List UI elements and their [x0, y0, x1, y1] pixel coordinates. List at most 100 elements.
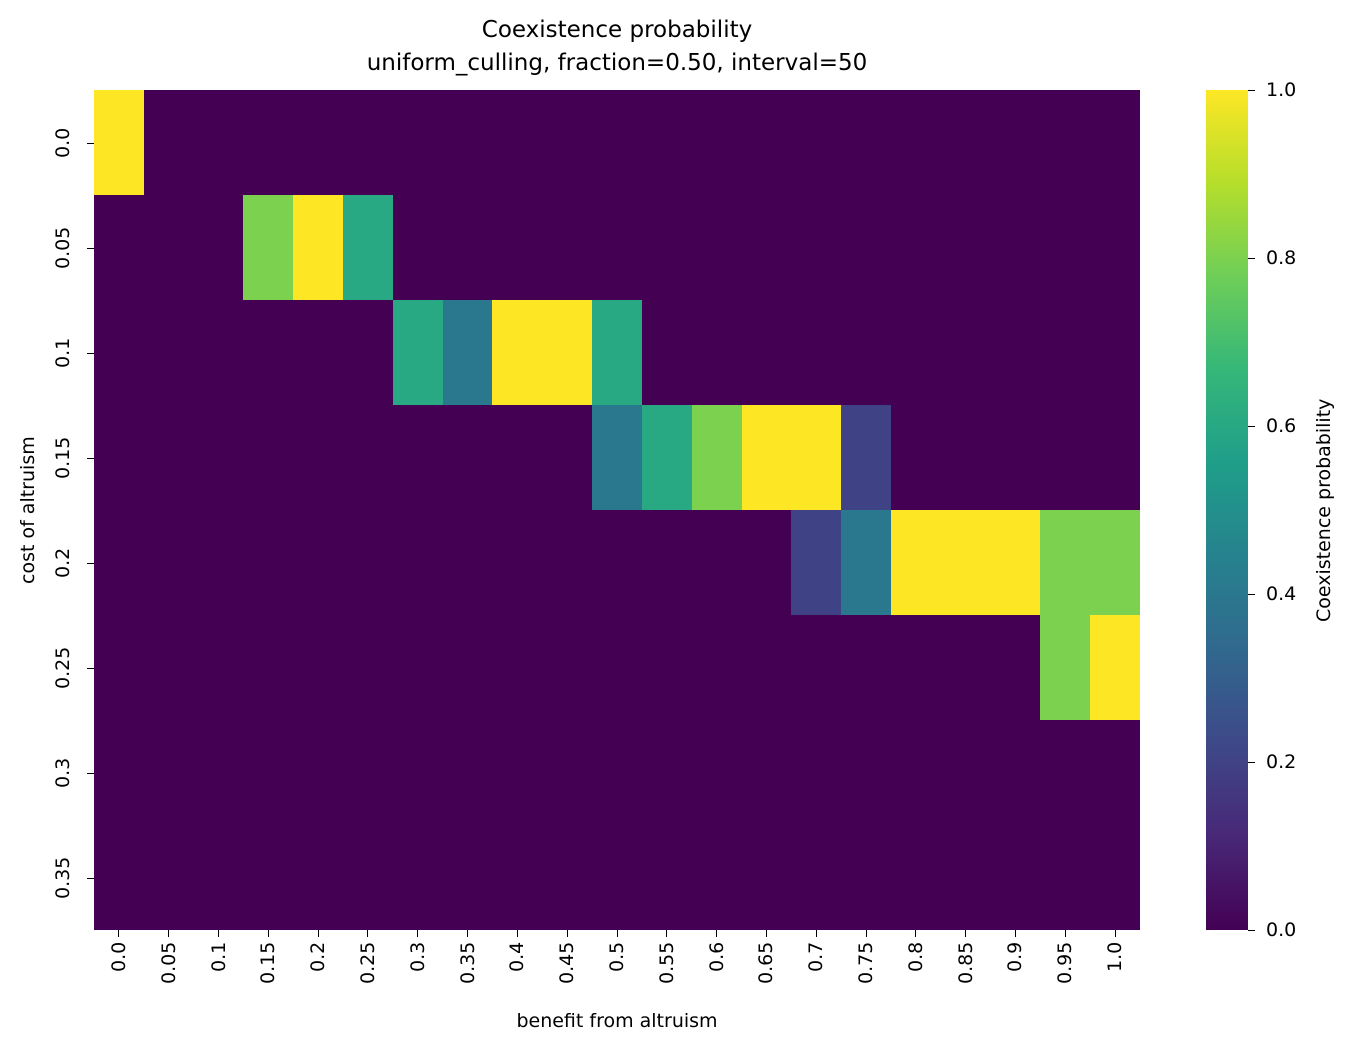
heatmap-cell	[293, 720, 344, 825]
colorbar-tick-mark	[1248, 90, 1255, 91]
heatmap-cell	[542, 510, 593, 615]
x-tick-mark	[616, 930, 618, 937]
x-tick-label: 0.7	[805, 941, 828, 972]
x-tick-mark	[168, 930, 170, 937]
heatmap-cell	[741, 510, 792, 615]
heatmap-cell	[542, 195, 593, 300]
heatmap-cell	[1040, 90, 1091, 195]
y-tick-label: 0.25	[52, 646, 74, 689]
x-tick-mark	[467, 930, 469, 937]
heatmap-cell	[343, 510, 393, 615]
colorbar-tick-mark	[1248, 426, 1255, 427]
heatmap-cell	[243, 195, 294, 300]
heatmap-cell	[243, 720, 294, 825]
heatmap-cell	[940, 90, 991, 195]
heatmap-cell	[990, 300, 1041, 405]
heatmap-cell	[293, 510, 344, 615]
x-tick-label: 0.5	[606, 941, 628, 972]
y-tick-label: 0.3	[52, 757, 74, 788]
heatmap-cell	[592, 300, 642, 405]
heatmap-cell	[691, 615, 742, 720]
heatmap-cell	[890, 90, 941, 195]
y-tick-mark	[87, 247, 94, 249]
heatmap-cell	[542, 825, 593, 930]
heatmap-cell	[1090, 720, 1140, 825]
x-tick-label: 0.95	[1054, 941, 1077, 984]
heatmap-cell	[741, 720, 792, 825]
heatmap-cell	[592, 720, 642, 825]
heatmap-cell	[841, 90, 891, 195]
heatmap-cell	[641, 300, 692, 405]
heatmap-cell	[741, 90, 792, 195]
heatmap-cell	[492, 825, 543, 930]
y-tick-label: 0.2	[52, 547, 74, 578]
x-tick-label: 0.55	[655, 941, 678, 984]
x-tick-mark	[865, 930, 867, 937]
x-tick-mark	[915, 930, 917, 937]
heatmap-cell	[193, 195, 244, 300]
x-tick-label: 0.75	[855, 941, 878, 984]
heatmap-cell	[641, 405, 692, 510]
x-tick-label: 0.6	[705, 941, 728, 972]
heatmap-cell	[94, 825, 144, 930]
heatmap-cell	[542, 300, 593, 405]
y-tick-mark	[87, 457, 94, 459]
heatmap-cell	[293, 300, 344, 405]
y-tick-mark	[87, 667, 94, 669]
x-tick-label: 0.2	[307, 941, 330, 972]
colorbar-tick-label: 0.0	[1266, 919, 1297, 941]
heatmap-cell	[442, 195, 493, 300]
heatmap-cell	[940, 405, 991, 510]
heatmap-cell	[392, 825, 443, 930]
heatmap-cell	[1040, 825, 1091, 930]
chart-title: Coexistence probability	[481, 17, 753, 43]
heatmap-cell	[193, 720, 244, 825]
heatmap-cell	[542, 615, 593, 720]
heatmap-cell	[890, 825, 941, 930]
heatmap-cell	[741, 195, 792, 300]
colorbar-tick-mark	[1248, 930, 1255, 931]
heatmap-cell	[94, 300, 144, 405]
heatmap-cell	[343, 300, 393, 405]
heatmap-cell	[94, 510, 144, 615]
heatmap-cell	[940, 825, 991, 930]
heatmap-cell	[243, 405, 294, 510]
heatmap-cell	[94, 720, 144, 825]
x-tick-mark	[1014, 930, 1016, 937]
heatmap-cell	[940, 510, 991, 615]
x-tick-label: 0.9	[1004, 941, 1027, 972]
heatmap-cell	[841, 615, 891, 720]
heatmap-cell	[492, 90, 543, 195]
heatmap-cell	[94, 615, 144, 720]
colorbar-tick-mark	[1248, 762, 1255, 763]
heatmap-cell	[641, 825, 692, 930]
heatmap-cell	[293, 615, 344, 720]
heatmap-cell	[990, 510, 1041, 615]
heatmap-cell	[392, 405, 443, 510]
x-tick-label: 0.15	[257, 941, 280, 984]
colorbar-tick-label: 0.8	[1266, 247, 1297, 269]
heatmap-cell	[990, 825, 1041, 930]
x-tick-label: 0.45	[556, 941, 579, 984]
heatmap-cell	[1040, 615, 1091, 720]
heatmap-cell	[343, 720, 393, 825]
heatmap-cell	[641, 720, 692, 825]
heatmap-cell	[343, 195, 393, 300]
heatmap-cell	[592, 90, 642, 195]
y-tick-mark	[87, 772, 94, 774]
heatmap-cell	[890, 405, 941, 510]
heatmap-cell	[243, 90, 294, 195]
heatmap-cell	[442, 615, 493, 720]
heatmap-cell	[990, 195, 1041, 300]
heatmap-cell	[940, 615, 991, 720]
heatmap-cell	[343, 615, 393, 720]
heatmap-cell	[193, 300, 244, 405]
heatmap-cell	[392, 195, 443, 300]
heatmap-cell	[791, 405, 842, 510]
heatmap-cell	[691, 300, 742, 405]
heatmap-cell	[791, 510, 842, 615]
heatmap-cell	[492, 720, 543, 825]
heatmap-cell	[143, 300, 194, 405]
heatmap-cell	[841, 300, 891, 405]
heatmap-cell	[343, 405, 393, 510]
